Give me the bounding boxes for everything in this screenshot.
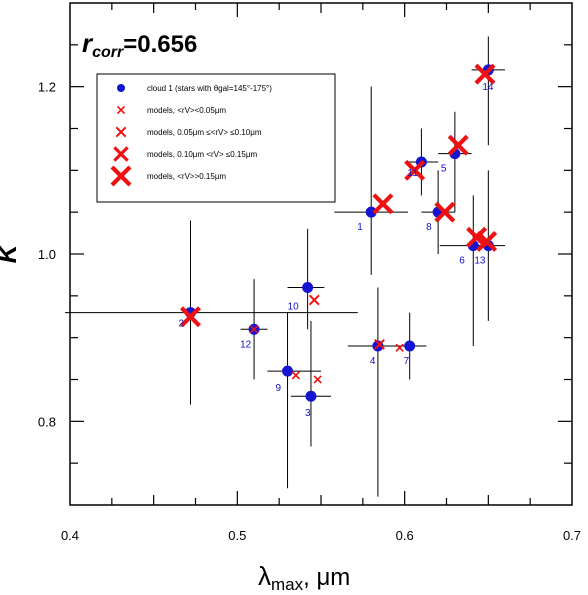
y-tick-label: 1.2 bbox=[38, 80, 56, 95]
model-point bbox=[466, 226, 488, 248]
x-tick-label: 0.6 bbox=[396, 528, 414, 543]
model-cross-stroke bbox=[110, 165, 132, 187]
model-cross-stroke bbox=[395, 343, 404, 352]
model-cross-stroke bbox=[115, 126, 127, 138]
point-label: 10 bbox=[288, 301, 300, 312]
point-label: 3 bbox=[305, 408, 311, 419]
model-cross-stroke bbox=[466, 226, 488, 248]
corr-prefix: r bbox=[82, 28, 94, 58]
model-point bbox=[374, 338, 385, 350]
legend-box bbox=[96, 73, 336, 203]
model-point bbox=[434, 201, 456, 223]
y-axis-title: K bbox=[0, 242, 22, 263]
model-point bbox=[308, 294, 320, 306]
axis-tick-labels: 0.4 0.5 0.6 0.7 0.8 1.0 1.2 bbox=[38, 80, 581, 543]
x-axis-unit: , μm bbox=[303, 564, 350, 591]
model-cross-stroke bbox=[291, 371, 301, 380]
model-cross-stroke bbox=[116, 105, 126, 115]
model-point bbox=[291, 371, 301, 380]
corr-value: =0.656 bbox=[123, 31, 197, 58]
svg-text:λmax, μm: λmax, μm bbox=[258, 561, 350, 594]
legend-label: models, 0.05μm ≤<rV> ≤0.10μm bbox=[147, 128, 262, 137]
y-tick-label: 0.8 bbox=[38, 414, 56, 429]
model-cross-stroke bbox=[374, 338, 385, 350]
model-cross-stroke bbox=[476, 230, 498, 252]
x-tick-label: 0.7 bbox=[563, 528, 581, 543]
model-cross-stroke bbox=[404, 159, 426, 181]
point-label: 7 bbox=[404, 356, 410, 367]
model-point bbox=[447, 134, 469, 156]
point-label: 1 bbox=[357, 222, 363, 233]
point-label: 11 bbox=[407, 168, 418, 179]
observed-point bbox=[365, 206, 377, 218]
model-point bbox=[372, 193, 394, 215]
corr-sub: corr bbox=[92, 44, 124, 61]
point-label: 14 bbox=[482, 82, 494, 93]
model-cross-stroke bbox=[447, 134, 469, 156]
correlation-annotation: rcorr=0.656 bbox=[82, 28, 197, 61]
x-axis-sub: max bbox=[271, 575, 304, 594]
point-label: 9 bbox=[276, 383, 282, 394]
x-axis-symbol: λ bbox=[258, 561, 271, 591]
model-cross-stroke bbox=[474, 63, 496, 85]
model-point bbox=[313, 375, 322, 384]
legend-marker-cross bbox=[113, 146, 129, 162]
observed-point bbox=[282, 365, 294, 377]
svg-text:rcorr=0.656: rcorr=0.656 bbox=[82, 28, 197, 61]
model-cross-stroke bbox=[113, 146, 129, 162]
model-cross-stroke bbox=[372, 193, 394, 215]
x-tick-label: 0.5 bbox=[228, 528, 246, 543]
model-cross-stroke bbox=[313, 375, 322, 384]
point-label: 5 bbox=[441, 164, 447, 175]
point-label: 12 bbox=[240, 339, 252, 350]
model-cross-stroke bbox=[308, 294, 320, 306]
model-cross-stroke bbox=[249, 325, 259, 334]
model-point bbox=[476, 230, 498, 252]
y-axis-label: K bbox=[0, 242, 22, 263]
point-label: 13 bbox=[474, 256, 486, 267]
x-tick-label: 0.4 bbox=[61, 528, 79, 543]
point-label: 4 bbox=[370, 356, 376, 367]
model-point bbox=[249, 325, 259, 334]
observed-point bbox=[305, 390, 317, 402]
legend-marker-dot bbox=[117, 84, 125, 92]
x-axis-title: λmax, μm bbox=[258, 561, 350, 594]
legend-marker-cross bbox=[115, 126, 127, 138]
legend-label: models, 0.10μm <rV> ≤0.15μm bbox=[147, 150, 257, 159]
y-tick-label: 1.0 bbox=[38, 247, 56, 262]
model-point bbox=[395, 343, 404, 352]
observed-point bbox=[302, 281, 314, 293]
model-cross-stroke bbox=[180, 306, 201, 328]
legend-label: cloud 1 (stars with θgal=145°-175°) bbox=[147, 84, 272, 93]
observed-point bbox=[404, 340, 416, 352]
model-cross-stroke bbox=[434, 201, 456, 223]
legend: cloud 1 (stars with θgal=145°-175°) model… bbox=[96, 73, 336, 203]
model-point bbox=[404, 159, 426, 181]
point-label: 6 bbox=[459, 256, 465, 267]
legend-marker-cross bbox=[110, 165, 132, 187]
model-points bbox=[180, 63, 498, 384]
point-label: 2 bbox=[178, 319, 184, 330]
legend-label: models, <rV>>0.15μm bbox=[147, 172, 226, 181]
model-point bbox=[474, 63, 496, 85]
model-point bbox=[180, 306, 201, 328]
axis-ticks bbox=[70, 3, 572, 505]
legend-label: models, <rV><0.05μm bbox=[147, 106, 226, 115]
legend-marker-cross bbox=[116, 105, 126, 115]
point-label: 8 bbox=[426, 222, 432, 233]
